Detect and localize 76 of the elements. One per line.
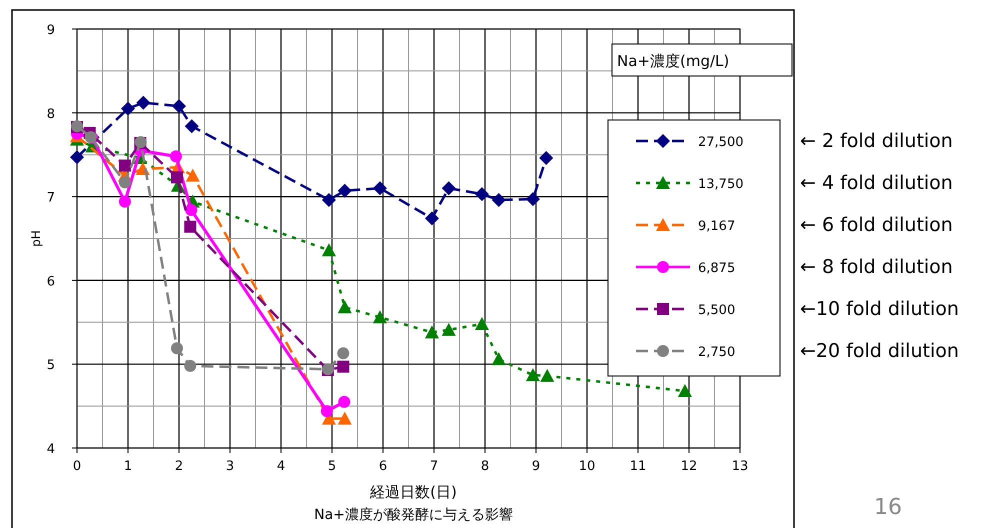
text: 16 <box>874 495 902 520</box>
point <box>337 360 350 373</box>
y-tick-label: 8 <box>46 106 55 122</box>
y-tick-label: 5 <box>46 358 55 374</box>
x-tick-label: 0 <box>72 459 82 474</box>
point <box>424 211 439 226</box>
point <box>539 151 554 166</box>
x-tick-label: 6 <box>378 459 388 474</box>
x-tick-label: 13 <box>732 459 748 474</box>
point <box>526 368 540 382</box>
point <box>338 184 352 198</box>
text: ← 4 fold dilution <box>800 172 953 194</box>
x-tick-label: 2 <box>174 459 184 474</box>
point <box>337 347 350 360</box>
x-tick-label: 11 <box>630 459 646 474</box>
text: ←10 fold dilution <box>800 298 959 320</box>
legend-label: 13,750 <box>698 177 744 192</box>
point <box>185 204 198 216</box>
legend-label: 6,875 <box>698 261 736 276</box>
text: ← 2 fold dilution <box>800 130 953 152</box>
point <box>492 192 506 207</box>
point <box>322 243 336 256</box>
point <box>442 322 456 336</box>
x-axis-title: 経過日数(日) <box>369 483 457 501</box>
point <box>338 396 350 408</box>
point <box>136 96 150 110</box>
x-tick-label: 9 <box>532 459 540 474</box>
point <box>121 102 135 116</box>
legend-title: Na+濃度(mg/L) <box>617 52 730 70</box>
x-tick-label: 1 <box>124 459 132 474</box>
point <box>678 384 692 398</box>
text: ←20 fold dilution <box>800 340 959 362</box>
x-tick-label: 8 <box>480 459 490 474</box>
y-tick-label: 9 <box>46 23 55 38</box>
point <box>540 368 554 382</box>
point <box>338 300 352 314</box>
point <box>170 150 182 162</box>
legend-label: 5,500 <box>698 303 736 318</box>
point <box>372 181 387 196</box>
text: ← 6 fold dilution <box>800 214 953 236</box>
point <box>172 99 186 114</box>
text: ← 8 fold dilution <box>800 256 953 278</box>
legend-label: 9,167 <box>698 219 736 234</box>
point <box>184 220 196 233</box>
point <box>474 187 489 202</box>
point <box>184 119 199 134</box>
x-tick-label: 12 <box>680 459 698 474</box>
point <box>70 150 84 164</box>
x-tick-label: 10 <box>578 459 596 474</box>
x-tick-label: 5 <box>328 459 336 474</box>
point <box>526 192 540 206</box>
point <box>474 316 489 330</box>
y-tick-label: 4 <box>46 442 55 457</box>
y-tick-label: 6 <box>46 274 55 290</box>
point <box>170 171 183 184</box>
point <box>372 310 387 324</box>
point <box>186 168 200 182</box>
point <box>170 342 183 354</box>
legend-label: 27,500 <box>698 135 744 150</box>
point <box>492 352 506 366</box>
point <box>320 405 333 418</box>
y-tick-label: 7 <box>46 190 55 206</box>
point <box>322 192 336 207</box>
text: Na+濃度が酸発酵に与える影響 <box>314 507 513 523</box>
point <box>424 325 439 338</box>
point <box>118 160 131 172</box>
legend-label: 2,750 <box>698 345 736 360</box>
point <box>118 176 131 188</box>
point <box>338 412 352 425</box>
y-axis-title: pH <box>29 230 43 247</box>
point <box>118 196 131 208</box>
x-tick-label: 7 <box>430 459 438 474</box>
x-tick-label: 3 <box>226 459 234 474</box>
x-tick-label: 4 <box>276 459 286 474</box>
point <box>442 181 456 196</box>
point <box>184 360 196 372</box>
